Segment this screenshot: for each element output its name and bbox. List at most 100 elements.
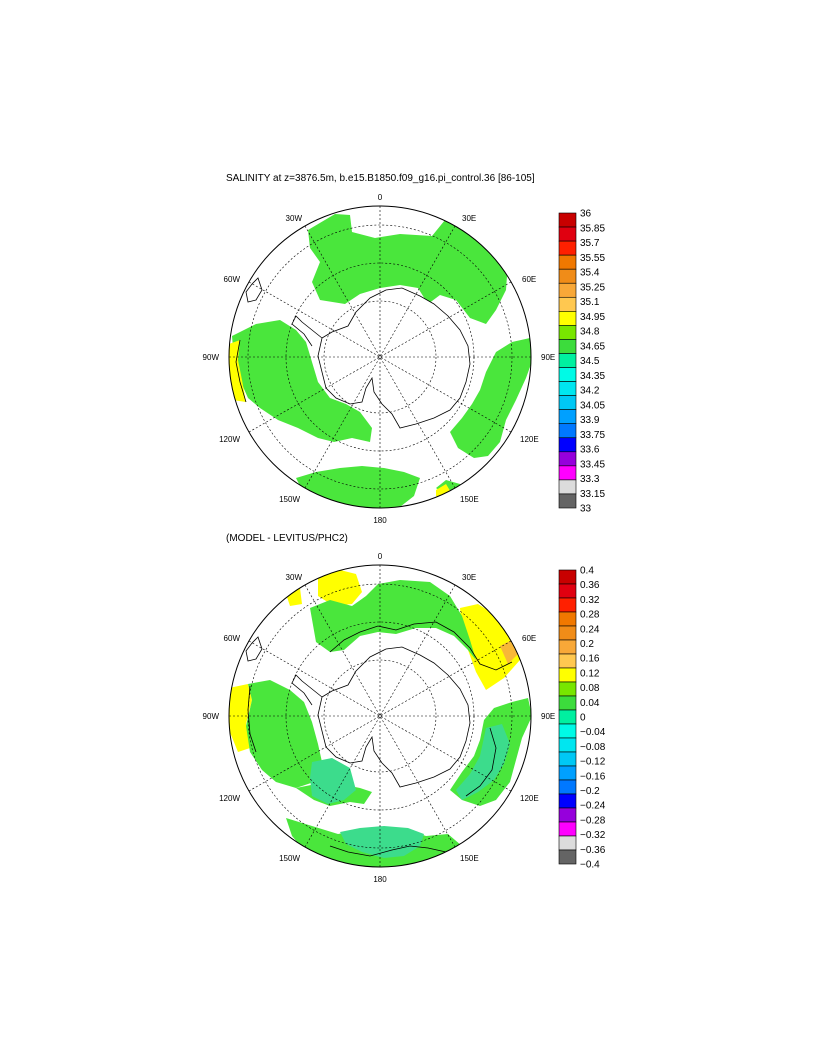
colorbar-label: −0.36 xyxy=(580,845,606,856)
colorbar-swatch xyxy=(558,807,577,823)
colorbar-label: 35.25 xyxy=(580,282,605,293)
lon-label-30e: 30E xyxy=(462,573,476,582)
contour-line xyxy=(329,621,513,671)
colorbar-swatch xyxy=(558,240,577,256)
colorbar-swatch xyxy=(558,282,577,298)
field-region-west xyxy=(232,320,372,442)
antarctica-coastline xyxy=(317,646,471,788)
colorbar-swatch xyxy=(558,779,577,795)
colorbar-label: 0.24 xyxy=(580,624,600,635)
colorbar-label: 35.85 xyxy=(580,223,605,234)
field-patch-yellow-west xyxy=(229,684,252,752)
colorbar-swatch xyxy=(558,311,577,326)
colorbar-label: −0.16 xyxy=(580,771,606,782)
colorbar-swatch xyxy=(558,381,577,396)
colorbar-swatch xyxy=(558,296,577,312)
colorbar-swatch xyxy=(558,409,577,425)
colorbar-label: 33.75 xyxy=(580,430,605,441)
colorbar-swatch xyxy=(558,254,577,270)
colorbar-label: −0.04 xyxy=(580,727,606,738)
field-region-north xyxy=(308,214,508,324)
colorbar-difference: 0.4 0.36 0.32 0.28 0.24 0.2 0.16 0.12 0.08 0.04 0 −… xyxy=(558,566,606,871)
contour-line-south xyxy=(329,845,461,859)
lon-label-30w: 30W xyxy=(286,214,303,223)
colorbar-swatch xyxy=(558,737,577,753)
lon-label-120w: 120W xyxy=(219,794,240,803)
colorbar-label: −0.12 xyxy=(580,757,606,768)
colorbar-swatch xyxy=(558,681,577,697)
colorbar-label: 35.1 xyxy=(580,297,600,308)
colorbar-label: 0.32 xyxy=(580,595,600,606)
colorbar-swatch xyxy=(558,339,577,354)
lon-label-90w: 90W xyxy=(203,712,220,721)
colorbar-swatch xyxy=(558,709,577,725)
lon-label-30w: 30W xyxy=(286,573,303,582)
antarctic-peninsula xyxy=(291,315,323,347)
colorbar-label: 33.6 xyxy=(580,445,600,456)
colorbar-swatch xyxy=(558,583,577,599)
colorbar-swatch xyxy=(558,611,577,627)
lon-label-60w: 60W xyxy=(224,275,241,284)
colorbar-swatch xyxy=(558,653,577,669)
graticule xyxy=(229,565,531,867)
colorbar-swatch xyxy=(558,212,577,228)
colorbar-swatch xyxy=(558,695,577,711)
colorbar-swatch xyxy=(558,423,577,439)
colorbar-label: 35.55 xyxy=(580,253,605,264)
colorbar-label: 35.4 xyxy=(580,268,600,279)
field-region-north xyxy=(310,580,476,660)
field-patch-mint-south xyxy=(340,826,424,858)
colorbar-swatch xyxy=(558,723,577,739)
polar-map-salinity: 0 30E 60E 90E 120E 150E 180 150W 120W 90… xyxy=(203,193,606,525)
lon-label-0: 0 xyxy=(378,193,383,202)
colorbar-swatch xyxy=(558,667,577,683)
colorbar-swatch xyxy=(558,793,577,809)
colorbar-swatch xyxy=(558,437,577,453)
difference-field xyxy=(229,570,531,867)
colorbar-swatch xyxy=(558,849,577,865)
lon-label-120e: 120E xyxy=(520,435,539,444)
contour-line-east xyxy=(465,727,497,797)
colorbar-label: 0 xyxy=(580,713,586,724)
colorbar-label: 33.3 xyxy=(580,474,600,485)
colorbar-swatch xyxy=(558,569,577,585)
lon-label-60e: 60E xyxy=(522,634,536,643)
contour-line xyxy=(235,339,247,403)
lon-label-180: 180 xyxy=(373,516,387,525)
lon-label-180: 180 xyxy=(373,875,387,884)
lon-label-60w: 60W xyxy=(224,634,241,643)
colorbar-swatch xyxy=(558,821,577,837)
colorbar-swatch xyxy=(558,625,577,641)
field-patch-mint-east xyxy=(456,724,510,800)
colorbar-label: −0.4 xyxy=(580,860,600,871)
colorbar-label: 34.8 xyxy=(580,327,600,338)
colorbar-label: 35.7 xyxy=(580,238,600,249)
lon-label-150e: 150E xyxy=(460,854,479,863)
colorbar-swatch xyxy=(558,367,577,382)
colorbar-swatch xyxy=(558,226,577,242)
colorbar-swatch xyxy=(558,268,577,284)
colorbar-label: 33 xyxy=(580,504,592,515)
longitude-labels: 0 30E 60E 90E 120E 150E 180 150W 120W 90… xyxy=(203,193,556,525)
colorbar-label: 33.9 xyxy=(580,415,600,426)
colorbar-label: 0.12 xyxy=(580,668,600,679)
colorbar-label: 33.15 xyxy=(580,489,605,500)
colorbar-label: 0.08 xyxy=(580,683,600,694)
field-patch-yellow-left xyxy=(286,588,302,606)
colorbar-swatch xyxy=(558,765,577,781)
colorbar-swatch xyxy=(558,479,577,495)
colorbar-label: 0.16 xyxy=(580,654,600,665)
field-patch-yellow-north xyxy=(318,570,362,606)
colorbar-swatch xyxy=(558,493,577,509)
south-america-tip xyxy=(245,636,263,662)
colorbar-label: 34.05 xyxy=(580,400,605,411)
field-patch-mint-west xyxy=(310,758,356,804)
polar-map-difference: 0 30E 60E 90E 120E 150E 180 150W 120W 90… xyxy=(203,552,606,884)
colorbar-label: 34.65 xyxy=(580,341,605,352)
colorbar-label: 0.04 xyxy=(580,698,600,709)
colorbar-swatch xyxy=(558,325,577,340)
colorbar-swatch xyxy=(558,835,577,851)
map-border xyxy=(228,205,532,509)
colorbar-swatch xyxy=(558,597,577,613)
